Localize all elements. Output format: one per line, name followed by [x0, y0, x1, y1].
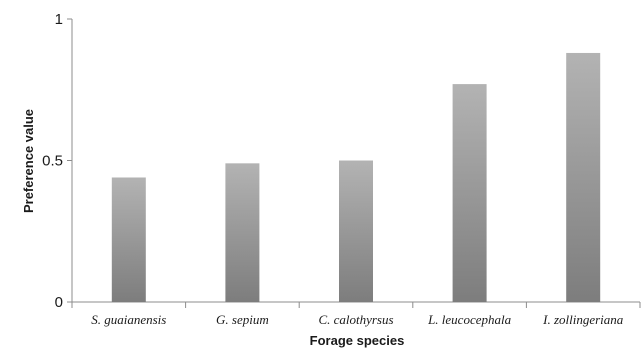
category-labels: S. guaianensis G. sepium C. calothyrsus L. … — [91, 312, 624, 327]
x-tick-label: C. calothyrsus — [318, 312, 393, 327]
y-axis-title: Preference value — [21, 109, 36, 213]
bar — [339, 160, 373, 302]
bar — [566, 52, 601, 303]
bar — [225, 163, 260, 302]
x-tick-label: G. sepium — [216, 312, 269, 327]
x-axis — [71, 301, 641, 308]
bar — [111, 177, 146, 302]
y-axis: 00.51 — [42, 11, 73, 311]
x-tick-label: L. leucocephala — [427, 312, 512, 327]
x-tick-label: I. zollingeriana — [542, 312, 624, 327]
bar — [452, 84, 487, 302]
y-tick-label: 0.5 — [42, 153, 63, 170]
y-tick-label: 0 — [55, 294, 63, 311]
y-tick-label: 1 — [55, 11, 63, 28]
bars — [111, 52, 601, 303]
x-axis-title: Forage species — [310, 333, 405, 348]
x-tick-label: S. guaianensis — [91, 312, 166, 327]
